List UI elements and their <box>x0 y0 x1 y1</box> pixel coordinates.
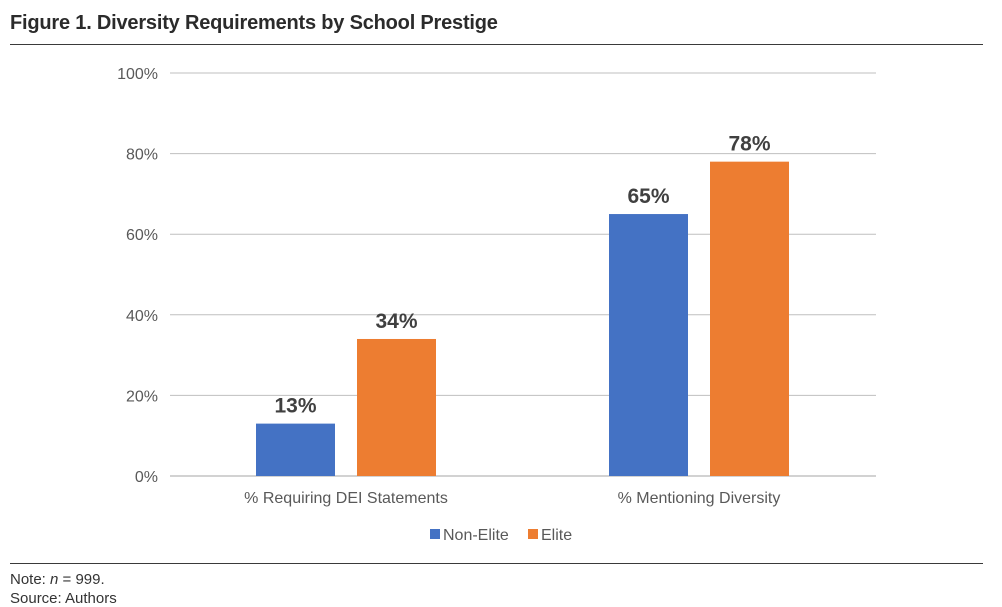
legend-swatch-non-elite <box>430 529 440 539</box>
note-variable: n <box>50 571 59 588</box>
bar-elite <box>710 161 789 476</box>
y-tick-label: 20% <box>126 388 158 405</box>
data-label: 78% <box>728 133 770 156</box>
bar-non-elite <box>256 423 335 476</box>
y-tick-label: 0% <box>135 469 158 486</box>
y-tick-label: 40% <box>126 308 158 325</box>
y-tick-label: 80% <box>126 147 158 164</box>
legend-label: Non-Elite <box>443 527 509 544</box>
figure-note: Note: n = 999. <box>10 571 105 588</box>
legend-swatch-elite <box>528 529 538 539</box>
note-suffix: = 999. <box>58 571 105 588</box>
bar-elite <box>357 338 436 476</box>
footer-rule <box>10 563 983 564</box>
x-category-label: % Requiring DEI Statements <box>244 490 448 507</box>
data-label: 65% <box>627 185 669 208</box>
title-rule <box>10 44 983 45</box>
data-label: 13% <box>274 395 316 418</box>
figure-source: Source: Authors <box>10 590 117 607</box>
data-label: 34% <box>375 310 417 333</box>
legend-label: Elite <box>541 527 572 544</box>
bar-non-elite <box>609 214 688 477</box>
figure-title: Figure 1. Diversity Requirements by Scho… <box>10 12 498 34</box>
x-category-label: % Mentioning Diversity <box>618 490 781 507</box>
y-tick-label: 60% <box>126 227 158 244</box>
y-tick-label: 100% <box>117 66 158 83</box>
note-prefix: Note: <box>10 571 51 588</box>
